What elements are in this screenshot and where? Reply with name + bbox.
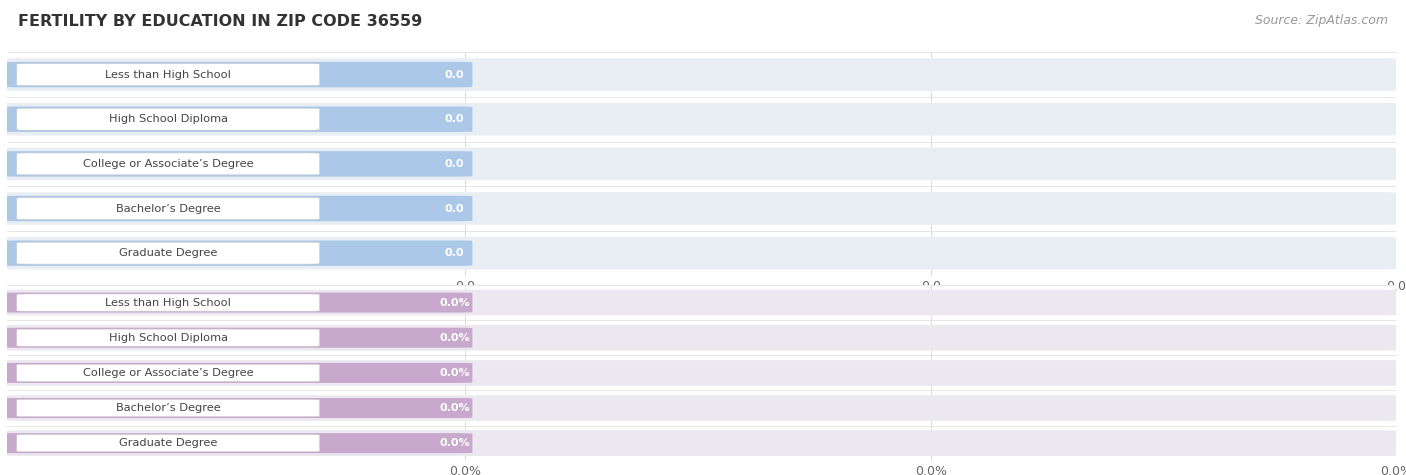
FancyBboxPatch shape	[17, 329, 319, 346]
Text: College or Associate’s Degree: College or Associate’s Degree	[83, 159, 253, 169]
Text: Graduate Degree: Graduate Degree	[120, 248, 218, 258]
FancyBboxPatch shape	[3, 433, 472, 453]
FancyBboxPatch shape	[17, 153, 319, 175]
FancyBboxPatch shape	[17, 242, 319, 264]
FancyBboxPatch shape	[17, 435, 319, 452]
FancyBboxPatch shape	[17, 364, 319, 381]
Text: Source: ZipAtlas.com: Source: ZipAtlas.com	[1254, 14, 1388, 27]
FancyBboxPatch shape	[3, 363, 472, 383]
FancyBboxPatch shape	[3, 325, 1399, 351]
Text: Less than High School: Less than High School	[105, 69, 231, 80]
Text: Less than High School: Less than High School	[105, 297, 231, 308]
FancyBboxPatch shape	[3, 151, 472, 177]
Text: 0.0: 0.0	[444, 69, 464, 80]
Text: FERTILITY BY EDUCATION IN ZIP CODE 36559: FERTILITY BY EDUCATION IN ZIP CODE 36559	[18, 14, 423, 29]
Text: 0.0: 0.0	[444, 203, 464, 214]
Text: Bachelor’s Degree: Bachelor’s Degree	[115, 403, 221, 413]
FancyBboxPatch shape	[3, 192, 1399, 225]
FancyBboxPatch shape	[17, 64, 319, 86]
Text: High School Diploma: High School Diploma	[108, 114, 228, 124]
FancyBboxPatch shape	[17, 198, 319, 219]
Text: 0.0%: 0.0%	[439, 403, 470, 413]
Text: 0.0%: 0.0%	[439, 368, 470, 378]
FancyBboxPatch shape	[3, 58, 1399, 91]
Text: 0.0: 0.0	[444, 114, 464, 124]
FancyBboxPatch shape	[3, 328, 472, 348]
FancyBboxPatch shape	[3, 430, 1399, 456]
Text: 0.0%: 0.0%	[439, 297, 470, 308]
FancyBboxPatch shape	[3, 240, 472, 266]
FancyBboxPatch shape	[3, 398, 472, 418]
Text: Graduate Degree: Graduate Degree	[120, 438, 218, 448]
FancyBboxPatch shape	[3, 293, 472, 313]
FancyBboxPatch shape	[3, 103, 1399, 135]
Text: Bachelor’s Degree: Bachelor’s Degree	[115, 203, 221, 214]
FancyBboxPatch shape	[17, 294, 319, 311]
Text: High School Diploma: High School Diploma	[108, 332, 228, 343]
FancyBboxPatch shape	[3, 196, 472, 221]
Text: 0.0: 0.0	[444, 248, 464, 258]
FancyBboxPatch shape	[3, 106, 472, 132]
FancyBboxPatch shape	[3, 395, 1399, 421]
FancyBboxPatch shape	[3, 360, 1399, 386]
Text: 0.0%: 0.0%	[439, 438, 470, 448]
Text: College or Associate’s Degree: College or Associate’s Degree	[83, 368, 253, 378]
FancyBboxPatch shape	[3, 62, 472, 87]
Text: 0.0: 0.0	[444, 159, 464, 169]
FancyBboxPatch shape	[3, 237, 1399, 269]
FancyBboxPatch shape	[17, 399, 319, 417]
FancyBboxPatch shape	[17, 108, 319, 130]
FancyBboxPatch shape	[3, 148, 1399, 180]
Text: 0.0%: 0.0%	[439, 332, 470, 343]
FancyBboxPatch shape	[3, 290, 1399, 315]
